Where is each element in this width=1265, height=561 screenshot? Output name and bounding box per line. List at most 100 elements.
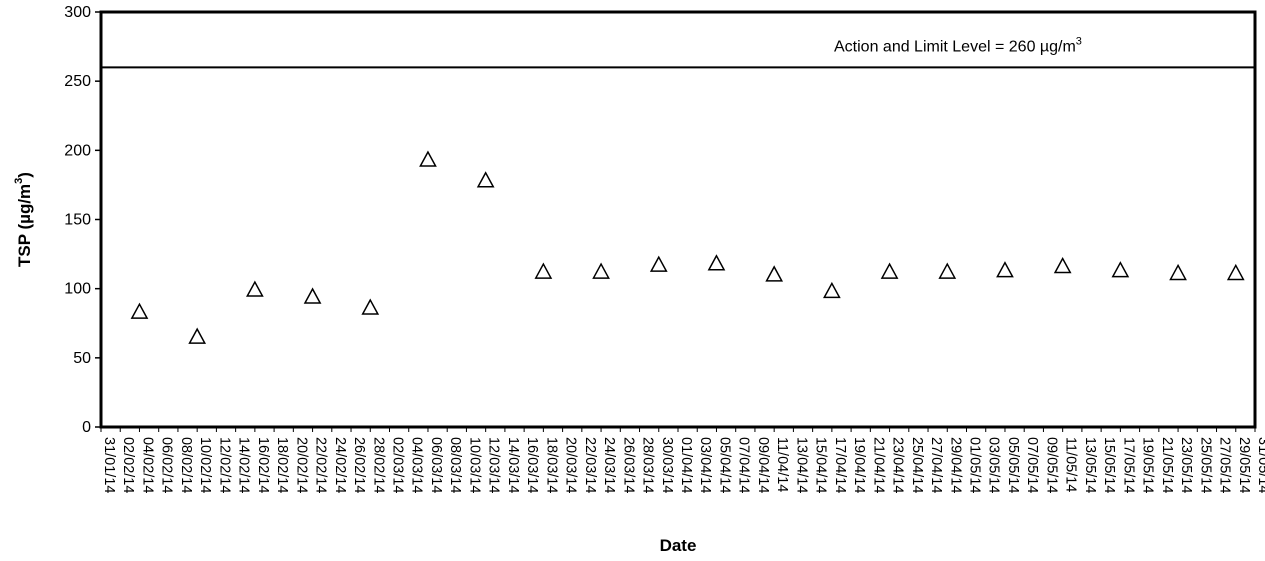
data-point	[592, 262, 610, 279]
data-point	[130, 302, 149, 319]
y-tick-label: 100	[64, 281, 91, 298]
y-tick-label: 300	[64, 4, 91, 21]
y-axis-title-suffix: )	[15, 172, 34, 178]
x-tick-label: 10/02/14	[197, 437, 213, 493]
x-tick-label: 19/05/14	[1140, 437, 1156, 493]
x-tick-label: 12/02/14	[216, 437, 232, 493]
limit-level-label: Action and Limit Level = 260 µg/m3	[834, 35, 1082, 55]
x-tick-label: 18/03/14	[543, 437, 559, 493]
x-tick-label: 26/02/14	[351, 437, 367, 493]
data-points	[130, 150, 1245, 344]
x-tick-label: 18/02/14	[274, 437, 290, 493]
x-tick-label: 16/02/14	[255, 437, 271, 493]
x-tick-label: 05/05/14	[1005, 437, 1021, 493]
y-tick-label: 250	[64, 73, 91, 90]
data-point	[880, 262, 899, 279]
x-tick-label: 13/05/14	[1082, 437, 1098, 493]
data-point	[996, 261, 1014, 278]
x-tick-label: 10/03/14	[466, 437, 482, 493]
x-tick-label: 29/04/14	[947, 437, 963, 493]
x-tick-label: 12/03/14	[486, 437, 502, 493]
x-tick-label: 06/03/14	[428, 437, 444, 493]
x-tick-label: 07/04/14	[736, 437, 752, 493]
x-tick-label: 13/04/14	[793, 437, 809, 493]
x-tick-label: 15/04/14	[813, 437, 829, 493]
data-point	[1169, 263, 1187, 281]
data-point	[303, 287, 322, 304]
limit-label-prefix: Action and Limit Level = 260	[834, 38, 1040, 55]
y-tick-label: 50	[73, 350, 91, 367]
x-axis-ticks: 31/01/14 02/02/14 04/02/14 06/02/14 08/02/14…	[100, 427, 1265, 493]
limit-label-mu: µ	[1040, 38, 1049, 55]
x-tick-label: 06/02/14	[159, 437, 175, 493]
x-tick-label: 17/05/14	[1120, 437, 1136, 493]
data-point	[765, 265, 784, 282]
x-tick-label: 05/04/14	[716, 437, 732, 493]
x-tick-label: 26/03/14	[620, 437, 636, 493]
x-tick-label: 01/04/14	[678, 437, 694, 493]
data-point	[1053, 256, 1072, 274]
data-point	[707, 254, 726, 271]
data-point	[188, 327, 207, 344]
x-tick-label: 07/05/14	[1024, 437, 1040, 493]
x-tick-label: 03/05/14	[986, 437, 1002, 493]
x-tick-label: 08/03/14	[447, 437, 463, 493]
x-tick-label: 19/04/14	[851, 437, 867, 493]
limit-label-sup: 3	[1076, 35, 1082, 47]
x-tick-label: 16/03/14	[524, 437, 540, 493]
x-axis-title: Date	[660, 536, 697, 555]
x-tick-label: 20/02/14	[293, 437, 309, 493]
y-tick-label: 200	[64, 142, 91, 159]
x-tick-label: 03/04/14	[697, 437, 713, 493]
x-tick-label: 27/04/14	[928, 437, 944, 493]
x-tick-label: 30/03/14	[659, 437, 675, 493]
data-point	[361, 298, 380, 315]
y-axis-title: TSP (µg/m3)	[13, 172, 34, 267]
x-tick-label: 28/03/14	[640, 437, 656, 493]
x-tick-label: 28/02/14	[370, 437, 386, 493]
y-tick-label: 150	[64, 212, 91, 229]
x-tick-label: 02/02/14	[120, 437, 136, 493]
x-tick-label: 29/05/14	[1236, 437, 1252, 493]
x-tick-label: 22/03/14	[582, 437, 598, 493]
x-tick-label: 17/04/14	[832, 437, 848, 493]
x-tick-label: 21/05/14	[1159, 437, 1175, 493]
data-point	[246, 280, 264, 297]
x-tick-label: 23/05/14	[1178, 437, 1194, 493]
data-point	[1226, 263, 1245, 281]
x-tick-label: 04/02/14	[139, 437, 155, 493]
x-tick-label: 27/05/14	[1217, 437, 1233, 493]
x-tick-label: 11/05/14	[1063, 437, 1079, 492]
y-axis-title-prefix: TSP (	[15, 224, 34, 267]
x-tick-label: 14/02/14	[236, 437, 252, 493]
x-tick-label: 22/02/14	[313, 437, 329, 493]
x-tick-label: 15/05/14	[1101, 437, 1117, 493]
data-point	[649, 255, 668, 272]
x-tick-label: 24/02/14	[332, 437, 348, 493]
x-tick-label: 08/02/14	[178, 437, 194, 493]
x-tick-label: 01/05/14	[967, 437, 983, 493]
x-tick-label: 23/04/14	[890, 437, 906, 493]
y-axis-title-unit: g/m	[15, 184, 34, 214]
x-tick-label: 31/05/14	[1255, 437, 1265, 493]
x-tick-label: 02/03/14	[390, 437, 406, 493]
plot-area-frame	[99, 10, 1257, 429]
x-tick-label: 31/01/14	[101, 437, 117, 493]
x-tick-label: 11/04/14	[774, 437, 790, 492]
x-tick-label: 20/03/14	[563, 437, 579, 493]
x-tick-label: 25/04/14	[909, 437, 925, 493]
y-axis-ticks: 0 50 100 150 200 250 300	[64, 4, 101, 436]
limit-label-unit: g/m	[1049, 38, 1076, 55]
data-point	[1111, 261, 1130, 278]
data-point	[823, 281, 841, 299]
data-point	[938, 262, 957, 279]
x-tick-label: 09/05/14	[1043, 437, 1059, 493]
x-tick-label: 04/03/14	[409, 437, 425, 493]
data-point	[534, 262, 553, 279]
x-tick-label: 24/03/14	[601, 437, 617, 493]
x-tick-label: 14/03/14	[505, 437, 521, 493]
y-tick-label: 0	[82, 419, 91, 436]
x-tick-label: 09/04/14	[755, 437, 771, 493]
y-axis-title-mu: µ	[15, 214, 34, 224]
